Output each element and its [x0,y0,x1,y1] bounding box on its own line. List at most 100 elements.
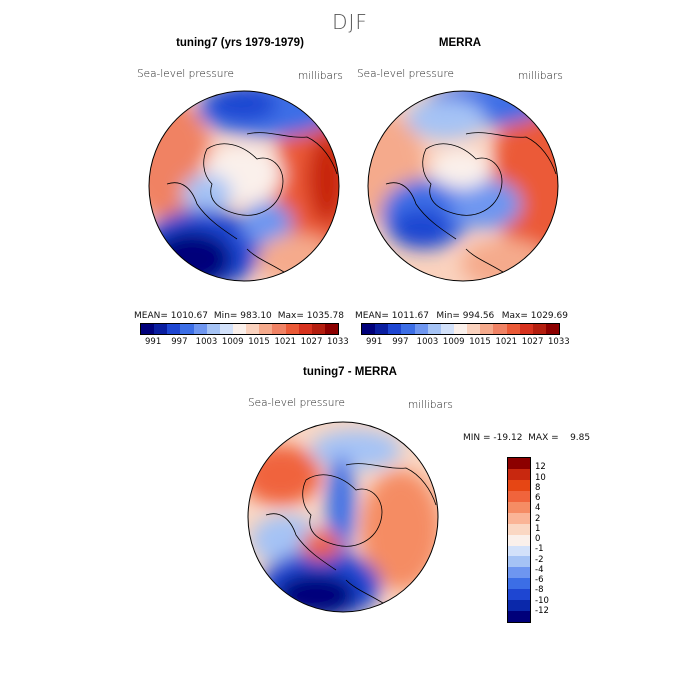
panel1-map [148,90,340,282]
panel1-units: millibars [298,70,343,82]
colorbar-label: -2 [535,554,544,565]
colorbar-swatch [298,324,312,334]
colorbar-swatch [508,556,530,568]
panel2-min: Min= 994.56 [436,311,495,321]
colorbar-swatch [427,324,441,334]
panel1-max: Max= 1035.78 [277,311,344,321]
colorbar-swatch [508,534,530,546]
colorbar-swatch [508,468,530,480]
colorbar-label: 1003 [416,337,439,347]
colorbar-swatch [508,490,530,502]
panel1-variable: Sea-level pressure [137,68,235,80]
panel1-colorbar [140,323,339,335]
colorbar-swatch [259,324,273,334]
colorbar-label: 1033 [548,337,570,347]
colorbar-label: -10 [535,595,549,606]
panel1-title: tuning7 (yrs 1979-1979) [176,37,304,49]
colorbar-swatch [508,501,530,513]
panel1-min: Min= 983.10 [213,311,272,321]
colorbar-swatch [440,324,454,334]
colorbar-swatch [519,324,533,334]
colorbar-label: 1015 [248,337,270,347]
panel2-units: millibars [518,70,563,82]
colorbar-swatch [467,324,481,334]
panel3-colorbar [507,457,531,623]
colorbar-swatch [480,324,494,334]
colorbar-swatch [154,324,168,334]
colorbar-label: 1003 [195,337,218,347]
colorbar-swatch [508,512,530,524]
panel2-variable: Sea-level pressure [357,68,455,80]
colorbar-label: 997 [171,337,188,347]
colorbar-label: 997 [392,337,409,347]
colorbar-label: 1027 [521,337,544,347]
colorbar-label: 1 [535,523,541,534]
panel3-units: millibars [408,399,453,411]
colorbar-swatch [401,324,415,334]
panel2-title: MERRA [438,37,482,49]
colorbar-swatch [232,324,247,334]
colorbar-swatch [508,589,530,601]
panel3-minmax: MIN = -19.12 MAX = 9.85 [463,433,591,443]
colorbar-swatch [324,324,339,334]
panel3-colorbar-labels: 12 10 8 6 4 2 1 0 -1 -2 -4 -6 -8 -10 -12 [535,457,575,621]
colorbar-swatch [508,567,530,579]
panel3-variable: Sea-level pressure [248,397,346,409]
panel3-title: tuning7 - MERRA [303,366,397,378]
colorbar-label: 991 [145,337,162,347]
colorbar-swatch [508,523,530,535]
colorbar-swatch [272,324,286,334]
colorbar-swatch [508,611,530,623]
colorbar-label: -1 [535,544,544,555]
colorbar-swatch [375,324,389,334]
colorbar-label: 10 [535,472,546,483]
panel3-map [247,421,439,613]
colorbar-label: 1021 [495,337,518,347]
colorbar-swatch [206,324,220,334]
panel2-max: Max= 1029.69 [501,311,568,321]
colorbar-swatch [219,324,233,334]
colorbar-swatch [532,324,546,334]
colorbar-swatch [311,324,325,334]
colorbar-label: 1009 [221,337,244,347]
colorbar-swatch [453,324,468,334]
panel2-stats: MEAN= 1011.67 Min= 994.56 Max= 1029.69 [355,311,568,321]
colorbar-label: -4 [535,564,544,575]
colorbar-swatch [362,324,376,334]
colorbar-label: 6 [535,493,541,503]
colorbar-swatch [508,458,530,469]
colorbar-label: 1027 [300,337,323,347]
colorbar-swatch [545,324,560,334]
colorbar-label: -12 [535,605,549,616]
colorbar-swatch [180,324,194,334]
colorbar-swatch [167,324,181,334]
colorbar-swatch [388,324,402,334]
panel1-mean: MEAN= 1010.67 [134,311,208,321]
colorbar-label: -6 [535,575,544,585]
panel2-mean: MEAN= 1011.67 [355,311,429,321]
colorbar-label: 4 [535,503,541,514]
colorbar-swatch [508,545,530,557]
colorbar-label: 991 [366,337,383,347]
colorbar-swatch [508,600,530,612]
colorbar-label: 2 [535,513,541,524]
colorbar-label: 1021 [274,337,297,347]
colorbar-swatch [493,324,507,334]
colorbar-label: 0 [535,534,541,544]
colorbar-swatch [285,324,299,334]
colorbar-label: 1015 [469,337,491,347]
panel2-colorbar [361,323,560,335]
colorbar-swatch [193,324,207,334]
colorbar-label: 12 [535,462,546,473]
colorbar-swatch [508,479,530,491]
colorbar-swatch [506,324,520,334]
colorbar-swatch [414,324,428,334]
colorbar-swatch [141,324,155,334]
panel1-stats: MEAN= 1010.67 Min= 983.10 Max= 1035.78 [134,311,344,321]
colorbar-swatch [508,578,530,590]
season-title: DJF [332,10,368,34]
colorbar-label: 8 [535,482,541,493]
colorbar-label: -8 [535,585,544,596]
colorbar-swatch [246,324,260,334]
colorbar-label: 1033 [327,337,349,347]
